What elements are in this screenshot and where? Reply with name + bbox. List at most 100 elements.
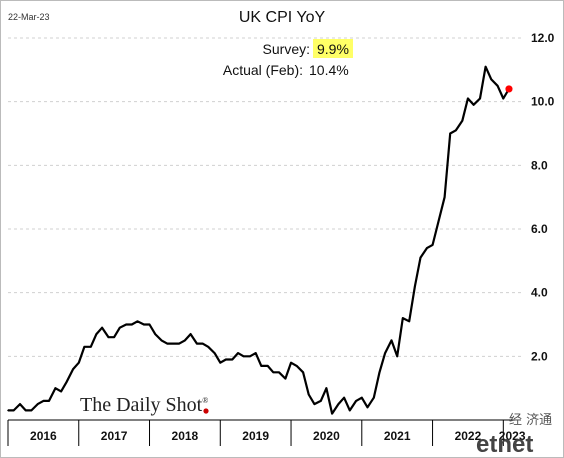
data-point [30,409,33,412]
watermark-cn: 经 济通 [509,413,552,428]
data-point [484,65,487,68]
data-point [502,97,505,100]
data-point [148,323,151,326]
data-point [290,361,292,364]
data-point [302,371,304,374]
x-tick-label: 2021 [384,429,411,443]
y-tick-label: 2.0 [531,349,548,363]
survey-highlight [313,39,353,58]
y-tick-label: 12.0 [531,31,555,45]
data-point [472,104,475,106]
data-point [166,342,168,345]
data-point [461,120,464,122]
cpi-series-line [8,65,510,415]
data-point [378,371,381,374]
data-point [384,352,386,354]
data-point [479,97,481,100]
chart-title: UK CPI YoY [239,9,326,26]
daily-shot-logo: The Daily Shot® [80,394,208,416]
data-point [254,352,257,354]
data-point [12,409,15,412]
y-tick-label: 10.0 [531,95,555,109]
data-point [467,97,469,100]
x-tick-label: 2019 [242,429,269,443]
data-point [196,342,198,345]
data-point [431,244,434,246]
watermark-en: etnet [476,431,533,458]
data-point [7,409,9,412]
data-point [72,368,74,370]
data-point [131,323,133,326]
data-point [307,393,310,396]
data-point [189,333,192,335]
data-point [42,400,45,402]
data-point [437,221,440,224]
data-point [278,371,280,374]
data-point [225,358,227,361]
y-tick-label: 4.0 [531,286,548,300]
logo-dot [203,408,209,414]
data-point [496,85,499,87]
x-tick-label: 2017 [101,429,128,443]
data-point [408,320,411,323]
data-point [113,336,115,339]
data-point [396,355,399,358]
actual-value: 10.4% [309,62,349,78]
data-point [284,377,287,380]
data-point [313,403,316,405]
data-point [231,358,234,361]
x-tick-label: 2022 [455,429,482,443]
data-point [65,381,68,383]
survey-label: Survey: [263,41,310,57]
data-point [390,339,393,342]
data-point [373,396,375,399]
y-tick-label: 6.0 [531,222,548,236]
data-point [178,342,180,345]
data-point [349,409,351,412]
data-point [419,256,422,259]
data-point [107,336,110,339]
data-point [24,409,27,412]
data-point [402,317,404,319]
data-point [337,403,340,405]
data-point [90,346,92,348]
data-point [160,339,163,342]
x-tick-label: 2016 [30,429,57,443]
data-point [343,396,345,399]
data-point [320,400,322,402]
x-tick-label: 2023 [499,429,526,443]
actual-label: Actual (Feb): [223,62,303,78]
series-layer [7,65,513,415]
data-point [136,320,139,323]
data-point [361,396,363,399]
data-point [355,400,357,402]
daily-shot-logo-text: The Daily Shot [80,394,203,416]
data-point [213,352,216,354]
data-point [201,342,204,345]
data-point [272,371,275,374]
data-point [426,247,428,249]
x-tick-label: 2018 [172,429,199,443]
data-point [143,323,145,326]
data-point [78,361,80,364]
data-point [449,132,452,135]
data-point [295,365,298,367]
data-point [414,285,416,288]
data-point [60,390,62,393]
data-point [331,412,333,415]
data-point [83,346,86,348]
date-label: 22-Mar-23 [8,12,50,22]
data-point [237,352,239,354]
axis-layer: 2.0 4.0 6.0 8.0 10.0 12.0 2016 2017 2018 2019 2020… [7,31,555,446]
data-point [19,403,21,405]
data-point [266,365,269,367]
data-point [207,346,209,348]
data-point [490,78,493,81]
latest-value-marker [505,85,513,93]
data-point [260,365,263,367]
data-point [325,387,328,390]
data-point [95,333,98,335]
data-point [219,361,222,364]
